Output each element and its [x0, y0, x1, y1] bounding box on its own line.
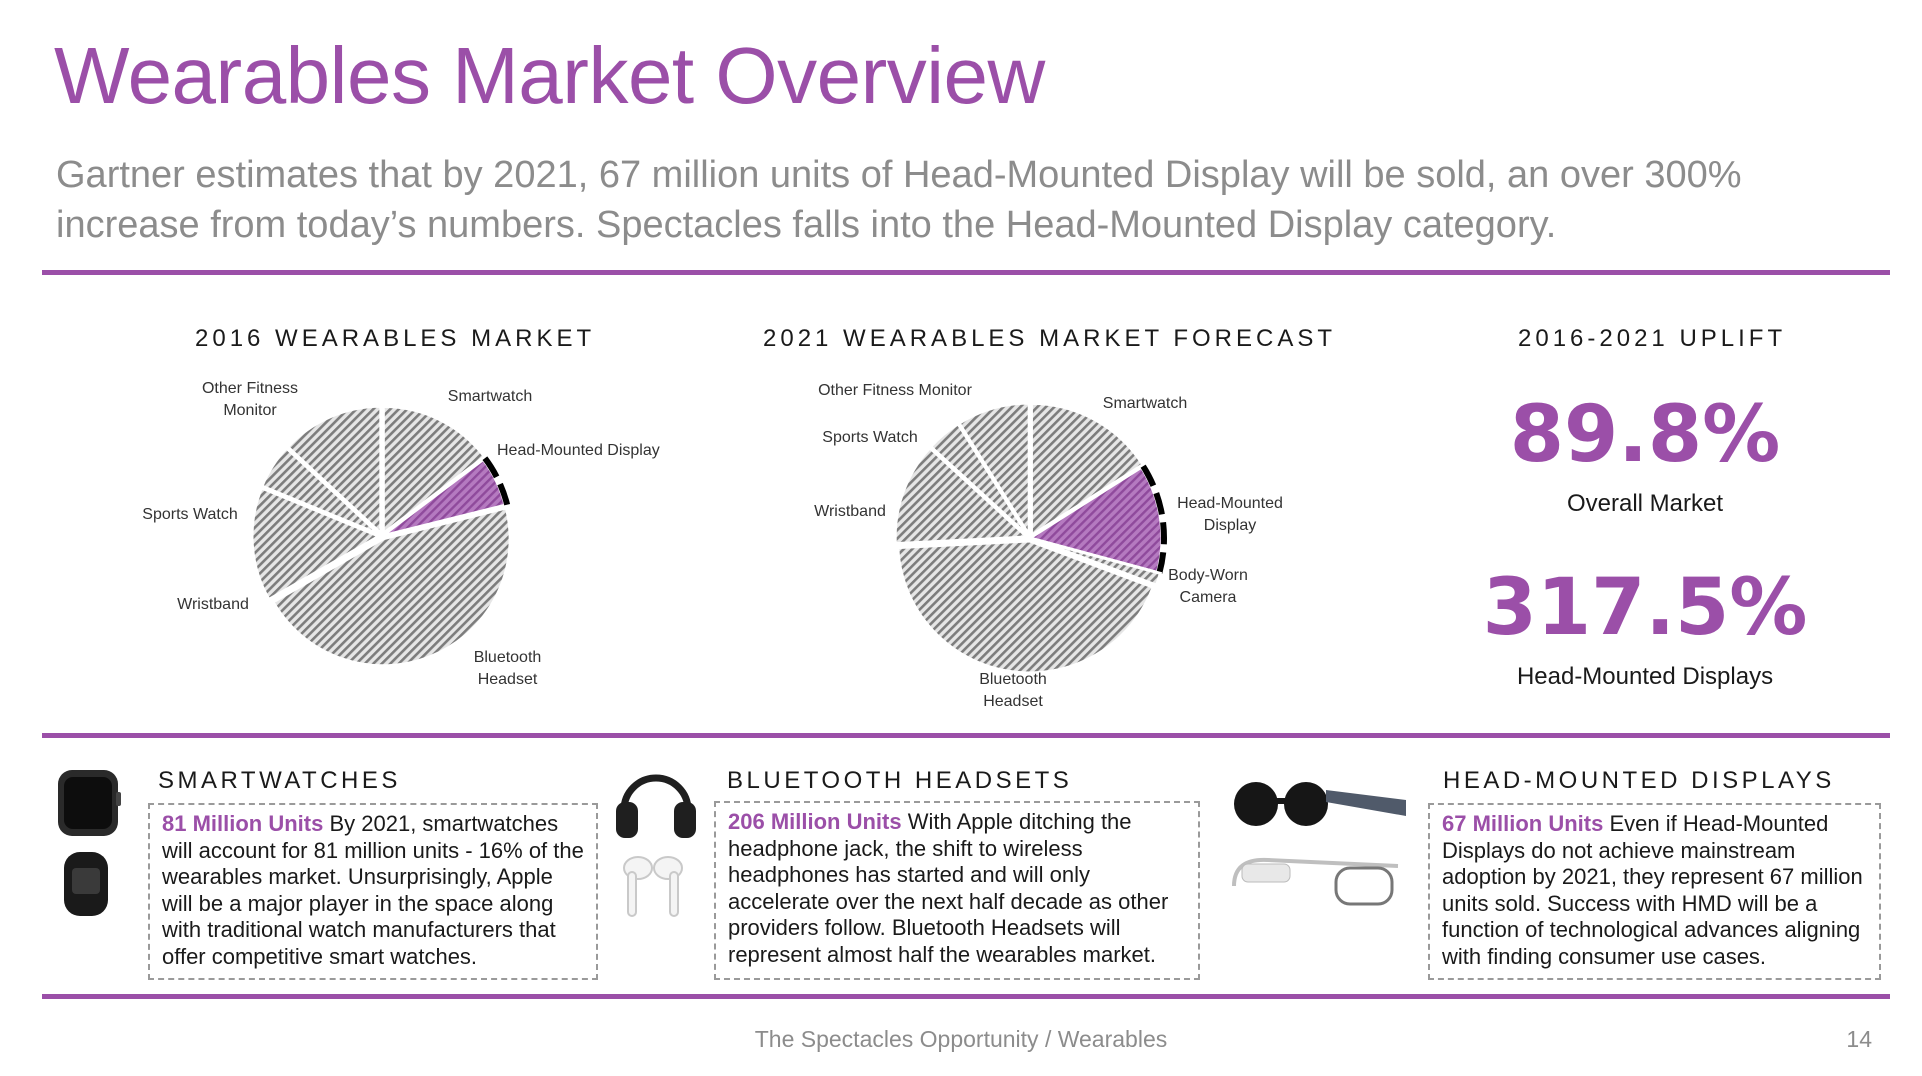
pie-chart-2021 — [893, 401, 1167, 675]
divider-bottom — [42, 994, 1890, 999]
hmd-body: Even if Head-Mounted Displays do not ach… — [1442, 811, 1863, 969]
footer-text: The Spectacles Opportunity / Wearables — [754, 1026, 1168, 1052]
pie-slice-wristband — [250, 486, 383, 602]
pie2-label-sports-watch: Sports Watch — [822, 429, 918, 446]
pie-slice-body-worn-camera — [1032, 537, 1163, 588]
uplift-hmd-value: 317.5% — [1482, 563, 1808, 653]
headsets-heading: BLUETOOTH HEADSETS — [727, 767, 1073, 794]
pie1-label-smartwatch: Smartwatch — [447, 388, 533, 405]
pie1-label-sports-watch: Sports Watch — [142, 506, 238, 523]
headsets-body: With Apple ditching the headphone jack, … — [728, 809, 1169, 967]
pie1-label-wristband: Wristband — [177, 596, 249, 613]
page-number: 14 — [1846, 1026, 1872, 1052]
page-title: Wearables Market Overview — [54, 31, 1045, 120]
smartwatch-images — [58, 770, 121, 916]
smartwatches-heading: SMARTWATCHES — [158, 767, 401, 794]
hmd-heading: HEAD-MOUNTED DISPLAYS — [1443, 767, 1835, 794]
pie-slice-bluetooth-headset — [270, 506, 512, 668]
google-glass-icon — [1232, 857, 1399, 906]
pie2-label-wristband: Wristband — [814, 503, 886, 520]
pie-slice-smartwatch — [381, 404, 487, 537]
apple-watch-icon — [58, 770, 121, 836]
headset-images — [616, 774, 696, 917]
headsets-textbox: 206 Million Units With Apple ditching th… — [714, 801, 1200, 980]
uplift-title: 2016-2021 UPLIFT — [1518, 325, 1787, 352]
uplift-hmd-label: Head-Mounted Displays — [1516, 663, 1774, 690]
pie-charts-canvas — [250, 401, 1167, 675]
pie1-label-bluetooth: Bluetooth Headset — [473, 649, 542, 688]
hmd-textbox: 67 Million Units Even if Head-Mounted Di… — [1428, 803, 1881, 980]
pie-slice-bluetooth-headset — [896, 539, 1156, 675]
pie1-label-hmd: Head-Mounted Display — [497, 442, 660, 459]
chart-2-title: 2021 WEARABLES MARKET FORECAST — [763, 325, 1337, 352]
divider-top — [42, 270, 1890, 275]
pie1-label-other-fitness: Other Fitness Monitor — [201, 380, 299, 419]
highlight-rim — [482, 456, 511, 506]
pie-slice-smartwatch — [1029, 401, 1145, 539]
uplift-overall-label: Overall Market — [1566, 490, 1724, 517]
highlight-rim — [1140, 464, 1167, 574]
pie-slice-other-fitness-monitor — [957, 401, 1031, 541]
hmd-highlight: 67 Million Units — [1442, 811, 1604, 836]
smartwatches-body: By 2021, smartwatches will account for 8… — [162, 811, 584, 969]
divider-middle — [42, 733, 1890, 738]
chart-1-title: 2016 WEARABLES MARKET — [195, 325, 596, 352]
earbuds-icon — [623, 856, 683, 917]
pie-chart-2016 — [250, 404, 512, 668]
spectacles-icon — [1234, 782, 1406, 826]
page-subtitle: Gartner estimates that by 2021, 67 milli… — [56, 154, 1742, 246]
pie-slice-wristband — [893, 445, 1031, 546]
smartwatches-textbox: 81 Million Units By 2021, smartwatches w… — [148, 803, 598, 980]
pie-slice-sports-watch — [260, 445, 381, 536]
uplift-overall-value: 89.8% — [1509, 390, 1781, 480]
pie2-label-bluetooth: Bluetooth Headset — [979, 671, 1047, 710]
pie2-label-smartwatch: Smartwatch — [1102, 395, 1188, 412]
pie2-label-body-camera: Body-Worn Camera — [1168, 567, 1248, 606]
headphones-icon — [616, 774, 696, 838]
smartwatches-highlight: 81 Million Units — [162, 811, 324, 836]
headsets-highlight: 206 Million Units — [728, 809, 902, 834]
pie-slice-other-fitness-monitor — [285, 404, 383, 537]
hmd-images — [1232, 782, 1406, 906]
fitbit-icon — [64, 852, 108, 916]
pie2-label-hmd: Head-Mounted Display — [1177, 495, 1283, 534]
pie2-label-other-fitness: Other Fitness Monitor — [818, 382, 972, 399]
